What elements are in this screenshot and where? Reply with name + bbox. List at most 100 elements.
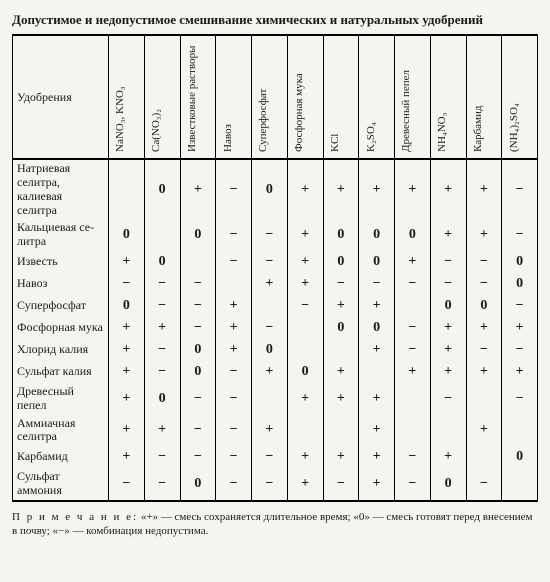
cell: −	[216, 251, 252, 273]
cell: 0	[323, 251, 359, 273]
col-header-label: NH₄NO₃	[436, 113, 448, 152]
col-header: Фосфорная мука	[287, 35, 323, 159]
cell: −	[502, 159, 538, 219]
cell	[216, 273, 252, 295]
cell	[323, 339, 359, 361]
cell	[395, 295, 431, 317]
cell: −	[252, 317, 288, 339]
cell: 0	[502, 273, 538, 295]
cell: −	[502, 383, 538, 415]
cell: +	[287, 219, 323, 251]
cell: +	[144, 317, 180, 339]
cell: −	[216, 383, 252, 415]
cell: −	[252, 219, 288, 251]
col-header: NaNO₃, KNO₃	[109, 35, 145, 159]
row-label: Карбамид	[13, 446, 109, 468]
cell	[252, 295, 288, 317]
cell: +	[466, 317, 502, 339]
cell	[109, 159, 145, 219]
col-header: Навоз	[216, 35, 252, 159]
cell: +	[466, 361, 502, 383]
cell: +	[252, 361, 288, 383]
cell: −	[252, 446, 288, 468]
cell: +	[359, 383, 395, 415]
cell: −	[323, 468, 359, 501]
table-row: Карбамид+−−−−+++−+0	[13, 446, 538, 468]
cell: 0	[466, 295, 502, 317]
cell	[287, 339, 323, 361]
cell: −	[395, 339, 431, 361]
compatibility-table: Удобрения NaNO₃, KNO₃Ca(NO₃)₂Известковые…	[12, 34, 538, 502]
cell	[395, 383, 431, 415]
cell: −	[216, 415, 252, 447]
cell: +	[216, 317, 252, 339]
row-header-label: Удобрения	[13, 35, 109, 159]
cell: −	[466, 468, 502, 501]
cell: +	[323, 361, 359, 383]
col-header-label: Карбамид	[472, 106, 484, 153]
cell: +	[430, 339, 466, 361]
cell: −	[395, 317, 431, 339]
cell: +	[323, 295, 359, 317]
cell: +	[109, 251, 145, 273]
cell: +	[109, 361, 145, 383]
cell: 0	[180, 219, 216, 251]
cell: +	[395, 251, 431, 273]
col-header-label: (NH₄)₂SO₄	[508, 103, 520, 152]
cell: −	[144, 446, 180, 468]
cell: +	[287, 383, 323, 415]
cell: 0	[323, 317, 359, 339]
col-header-label: Древесный пепел	[400, 70, 412, 152]
cell: +	[109, 317, 145, 339]
cell	[359, 361, 395, 383]
cell: 0	[109, 295, 145, 317]
cell: +	[109, 383, 145, 415]
footnote-label: П р и м е ч а н и е:	[12, 511, 138, 523]
cell: 0	[502, 446, 538, 468]
row-label: Сульфат калия	[13, 361, 109, 383]
cell: 0	[359, 317, 395, 339]
cell: +	[359, 159, 395, 219]
cell: −	[252, 468, 288, 501]
cell: +	[430, 361, 466, 383]
table-row: Фосфор­ная мука++−+−00−+++	[13, 317, 538, 339]
cell: +	[287, 251, 323, 273]
table-row: Известь+0−−+00+−−0	[13, 251, 538, 273]
cell: +	[359, 415, 395, 447]
cell: 0	[430, 295, 466, 317]
cell: −	[144, 273, 180, 295]
cell: +	[466, 219, 502, 251]
cell: 0	[109, 219, 145, 251]
cell: +	[359, 295, 395, 317]
cell: 0	[180, 339, 216, 361]
cell: +	[287, 468, 323, 501]
cell: +	[287, 159, 323, 219]
cell: −	[466, 251, 502, 273]
cell	[466, 446, 502, 468]
cell: −	[216, 159, 252, 219]
col-header: Известковые растворы	[180, 35, 216, 159]
cell	[502, 415, 538, 447]
cell: +	[466, 415, 502, 447]
col-header: K₂SO₄	[359, 35, 395, 159]
cell: −	[180, 415, 216, 447]
cell: −	[144, 295, 180, 317]
cell: 0	[180, 468, 216, 501]
cell: −	[180, 295, 216, 317]
col-header-label: KCl	[329, 134, 341, 152]
cell: −	[216, 468, 252, 501]
cell: 0	[323, 219, 359, 251]
col-header-label: Навоз	[222, 124, 234, 152]
cell: −	[180, 317, 216, 339]
page-title: Допустимое и недопустимое смешивание хим…	[12, 12, 538, 28]
cell: −	[144, 468, 180, 501]
cell: −	[466, 339, 502, 361]
cell	[144, 219, 180, 251]
cell: +	[144, 415, 180, 447]
cell: 0	[287, 361, 323, 383]
cell	[323, 415, 359, 447]
cell: +	[466, 159, 502, 219]
cell: 0	[430, 468, 466, 501]
cell: +	[323, 159, 359, 219]
cell: −	[109, 273, 145, 295]
